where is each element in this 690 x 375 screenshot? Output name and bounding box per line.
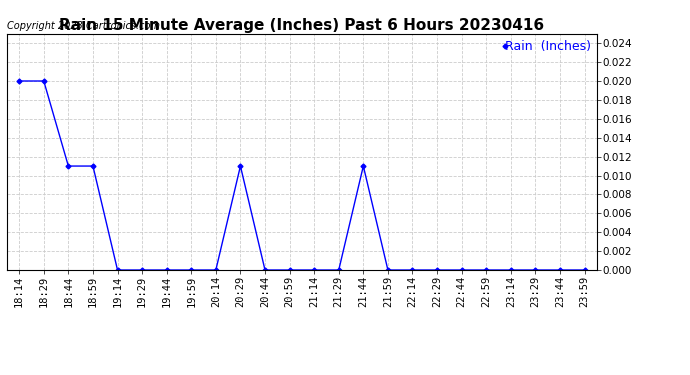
Rain  (Inches) [261,268,269,272]
Rain  (Inches) [482,268,491,272]
Rain  (Inches) [236,164,244,168]
Legend: Rain  (Inches): Rain (Inches) [504,40,591,53]
Rain  (Inches) [15,79,23,83]
Rain  (Inches) [408,268,417,272]
Rain  (Inches) [359,164,368,168]
Rain  (Inches) [433,268,441,272]
Rain  (Inches) [556,268,564,272]
Rain  (Inches) [506,268,515,272]
Rain  (Inches) [89,164,97,168]
Rain  (Inches) [286,268,294,272]
Rain  (Inches) [187,268,195,272]
Rain  (Inches) [580,268,589,272]
Rain  (Inches) [457,268,466,272]
Rain  (Inches) [310,268,318,272]
Rain  (Inches) [212,268,220,272]
Rain  (Inches) [39,79,48,83]
Rain  (Inches) [384,268,392,272]
Text: Copyright 2023 Cartronics.com: Copyright 2023 Cartronics.com [7,21,160,32]
Rain  (Inches) [531,268,540,272]
Rain  (Inches) [138,268,146,272]
Line: Rain  (Inches): Rain (Inches) [17,79,586,272]
Title: Rain 15 Minute Average (Inches) Past 6 Hours 20230416: Rain 15 Minute Average (Inches) Past 6 H… [59,18,544,33]
Rain  (Inches) [64,164,72,168]
Rain  (Inches) [163,268,171,272]
Rain  (Inches) [335,268,343,272]
Rain  (Inches) [113,268,121,272]
